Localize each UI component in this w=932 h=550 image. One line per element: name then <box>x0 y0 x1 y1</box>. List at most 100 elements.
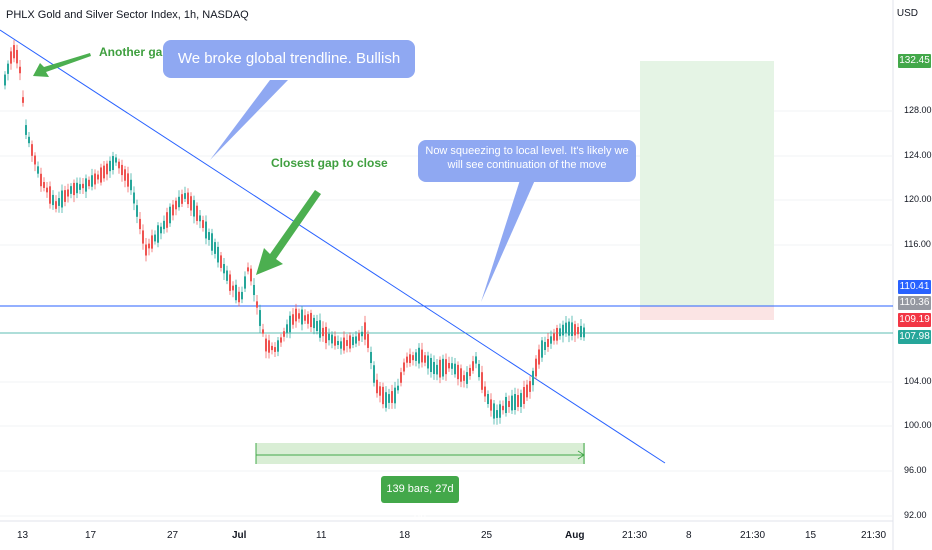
candle-body <box>283 331 285 337</box>
squeeze-bubble[interactable]: Now squeezing to local level. It's likel… <box>418 140 636 182</box>
candle-body <box>520 393 522 407</box>
candle-body <box>100 167 102 183</box>
time-tick: Jul <box>232 530 247 541</box>
candle-body <box>547 339 549 347</box>
time-tick: 15 <box>805 530 817 541</box>
another-gap-arrow[interactable] <box>33 53 91 77</box>
candle-body <box>127 173 129 187</box>
candle-body <box>475 356 477 364</box>
candle-body <box>487 393 489 405</box>
candle-body <box>232 285 234 291</box>
candle-body <box>304 315 306 321</box>
candle-body <box>508 401 510 407</box>
candle-body <box>25 125 27 135</box>
another-gap-label[interactable]: Another gap <box>99 45 170 59</box>
candle-body <box>169 206 171 224</box>
candle-body <box>460 368 462 382</box>
candle-body <box>457 364 459 380</box>
candle-body <box>220 255 222 268</box>
squeeze-bubble-pointer <box>481 180 535 302</box>
candle-body <box>79 184 81 190</box>
candle-body <box>469 367 471 377</box>
candle-body <box>193 200 195 217</box>
squeeze-bubble-line1: Now squeezing to local level. It's likel… <box>425 145 629 157</box>
candle-body <box>97 174 99 180</box>
candle-body <box>292 314 294 325</box>
candle-body <box>262 329 264 334</box>
candle-body <box>160 226 162 234</box>
candle-body <box>544 341 546 351</box>
candlestick-series <box>4 40 585 425</box>
candle-body <box>541 340 543 358</box>
candle-body <box>229 274 231 291</box>
candle-body <box>268 340 270 353</box>
candle-body <box>397 385 399 391</box>
time-tick: 18 <box>399 530 411 541</box>
trendline-bubble[interactable]: We broke global trendline. Bullish sign <box>163 40 415 105</box>
candle-body <box>7 63 9 74</box>
candle-body <box>379 386 381 396</box>
candle-body <box>58 198 60 206</box>
candle-body <box>244 276 246 289</box>
candle-body <box>136 205 138 217</box>
candle-body <box>274 347 276 352</box>
candle-body <box>568 321 570 336</box>
candle-body <box>511 395 513 411</box>
candle-body <box>205 221 207 239</box>
currency-label: USD <box>896 8 918 19</box>
candle-body <box>115 157 117 163</box>
candle-body <box>331 334 333 344</box>
candle-body <box>373 365 375 383</box>
target-zone[interactable] <box>640 61 774 306</box>
price-tick: 104.00 <box>904 376 932 386</box>
candle-body <box>295 308 297 322</box>
candle-body <box>382 386 384 405</box>
candle-body <box>466 372 468 384</box>
candle-body <box>352 336 354 346</box>
trendline-bubble-text: We broke global trendline. Bullish sign <box>177 50 401 105</box>
candle-body <box>394 387 396 404</box>
time-tick: 17 <box>85 530 97 541</box>
candle-body <box>184 193 186 199</box>
candle-body <box>226 270 228 281</box>
candle-body <box>358 333 360 341</box>
date-range-box[interactable] <box>256 443 585 464</box>
price-tick: 96.00 <box>904 465 927 475</box>
level-price-tag: 110.41 <box>898 280 931 294</box>
candle-body <box>55 201 57 209</box>
candle-body <box>178 196 180 208</box>
time-tick: 21:30 <box>861 530 887 541</box>
trendline-bubble-pointer <box>210 80 288 160</box>
candle-body <box>415 352 417 361</box>
candle-body <box>553 333 555 341</box>
candle-body <box>253 284 255 296</box>
candle-body <box>298 313 300 319</box>
candle-body <box>190 196 192 211</box>
candle-body <box>43 182 45 188</box>
candle-body <box>52 194 54 206</box>
candle-body <box>163 220 165 230</box>
candle-body <box>574 324 576 336</box>
candle-body <box>484 386 486 397</box>
candle-body <box>82 183 84 189</box>
candle-body <box>355 336 357 344</box>
candle-body <box>481 372 483 390</box>
candle-body <box>139 218 141 230</box>
candle-body <box>316 320 318 332</box>
closest-gap-label[interactable]: Closest gap to close <box>271 156 388 170</box>
candle-body <box>550 336 552 344</box>
candle-body <box>208 232 210 240</box>
closest-gap-arrow[interactable] <box>256 190 321 275</box>
stop-zone[interactable] <box>640 306 774 320</box>
candle-body <box>235 284 237 301</box>
candle-body <box>211 233 213 251</box>
candle-body <box>340 341 342 349</box>
candle-body <box>370 351 372 364</box>
candle-body <box>148 243 150 249</box>
candle-body <box>109 160 111 172</box>
candle-body <box>40 173 42 187</box>
candle-body <box>448 362 450 369</box>
global-trendline[interactable] <box>0 29 666 464</box>
candle-body <box>166 212 168 228</box>
